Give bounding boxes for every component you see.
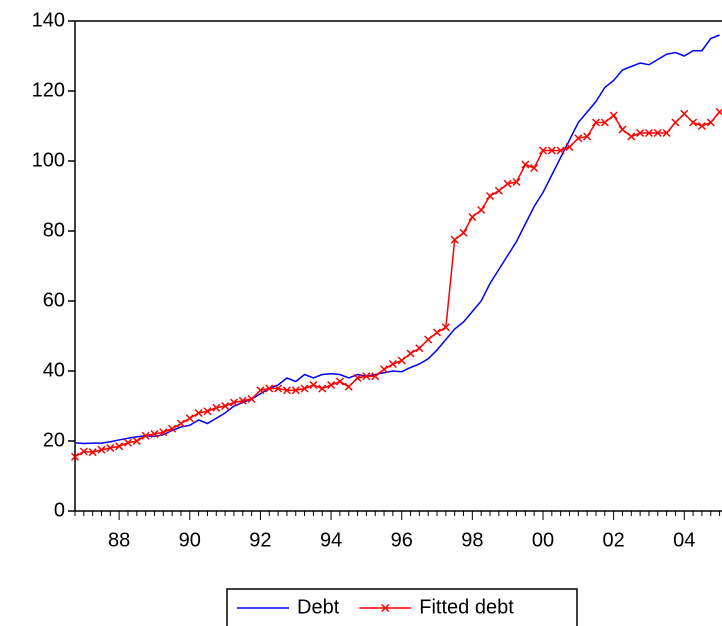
data-point	[644, 128, 653, 138]
data-point	[362, 372, 371, 381]
data-point	[335, 377, 344, 386]
data-point	[653, 128, 662, 138]
x-tick-label: 00	[532, 529, 554, 551]
data-point	[591, 118, 601, 127]
data-point	[406, 349, 415, 358]
x-tick-label: 88	[108, 529, 130, 551]
x-tick-label: 02	[603, 529, 625, 551]
data-point	[459, 228, 468, 237]
x-tick-label: 96	[391, 529, 413, 551]
y-tick-label: 40	[43, 359, 65, 381]
y-tick-label: 20	[43, 429, 65, 451]
data-point	[70, 452, 80, 461]
data-point	[97, 445, 106, 454]
x-tick-label: 92	[249, 529, 271, 551]
data-point	[380, 365, 389, 374]
data-point	[168, 424, 177, 433]
data-point	[371, 372, 380, 381]
data-point	[123, 438, 133, 447]
data-point	[671, 118, 680, 127]
data-point	[265, 384, 274, 393]
data-point	[194, 408, 203, 418]
x-tick-label: 94	[320, 529, 342, 551]
data-point	[689, 118, 698, 127]
data-point	[512, 177, 521, 187]
data-point	[274, 384, 283, 393]
data-point	[583, 132, 592, 141]
x-tick-label: 04	[673, 529, 695, 551]
data-point	[680, 109, 689, 118]
data-point	[185, 414, 194, 423]
data-point	[388, 359, 397, 369]
y-tick-label: 100	[32, 149, 65, 171]
data-point	[247, 394, 256, 404]
data-point	[106, 443, 115, 453]
data-point	[415, 344, 424, 353]
data-point	[556, 146, 565, 155]
data-point	[494, 186, 503, 195]
x-tick-label: 90	[179, 529, 201, 551]
data-point	[291, 386, 300, 395]
data-point	[221, 401, 230, 411]
series-line	[74, 34, 720, 445]
data-point	[468, 212, 477, 222]
data-point	[565, 142, 574, 152]
data-point	[141, 431, 150, 440]
data-point	[344, 382, 353, 391]
data-point	[530, 163, 539, 173]
data-point	[636, 128, 645, 138]
legend-marker	[381, 603, 390, 613]
data-point	[697, 121, 706, 131]
data-point	[600, 118, 609, 127]
data-point	[715, 107, 722, 117]
y-tick-label: 80	[43, 219, 65, 241]
data-point	[256, 386, 265, 395]
y-tick-label: 140	[32, 9, 65, 31]
data-point	[521, 160, 530, 169]
data-point	[450, 235, 459, 244]
data-point	[353, 373, 362, 383]
legend-label: Debt	[297, 596, 340, 618]
y-tick-label: 0	[54, 499, 65, 521]
data-point	[485, 191, 495, 201]
data-point	[282, 386, 291, 395]
data-point	[547, 146, 556, 155]
data-point	[397, 356, 406, 365]
data-point	[618, 125, 627, 134]
data-point	[538, 146, 548, 155]
data-point	[318, 384, 327, 393]
data-point	[79, 447, 88, 456]
data-point	[609, 111, 618, 120]
data-point	[574, 134, 583, 143]
y-tick-label: 60	[43, 289, 65, 311]
data-point	[627, 132, 636, 141]
data-point	[424, 335, 433, 344]
x-tick-label: 98	[461, 529, 483, 551]
data-point	[176, 419, 185, 428]
legend: Debt Fitted debt	[226, 588, 578, 626]
legend-label: Fitted debt	[419, 596, 514, 618]
data-point	[477, 205, 486, 215]
series-line	[74, 111, 721, 458]
data-point	[115, 442, 124, 451]
y-tick-label: 120	[32, 79, 65, 101]
data-point	[203, 407, 212, 416]
data-point	[662, 128, 671, 138]
data-point	[88, 448, 97, 457]
data-point	[132, 436, 141, 446]
data-point	[159, 428, 168, 437]
data-point	[212, 403, 221, 412]
data-point	[441, 323, 450, 332]
data-point	[150, 429, 159, 439]
data-point	[503, 179, 512, 188]
data-point	[229, 398, 238, 407]
data-point	[432, 328, 442, 337]
data-point	[309, 380, 318, 390]
data-point	[300, 384, 309, 393]
data-point	[238, 396, 247, 405]
data-point	[327, 380, 336, 390]
data-point	[706, 118, 715, 127]
